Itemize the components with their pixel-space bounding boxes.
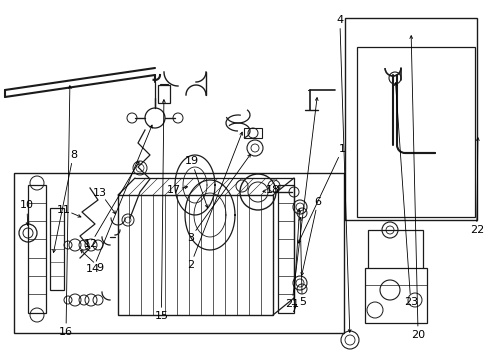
Text: 9: 9 bbox=[97, 263, 103, 273]
Bar bbox=[364, 268, 426, 323]
Text: 6: 6 bbox=[314, 197, 321, 207]
Text: 3: 3 bbox=[187, 233, 194, 243]
Bar bbox=[367, 230, 422, 270]
Bar bbox=[158, 85, 170, 103]
Text: 8: 8 bbox=[70, 150, 77, 160]
Bar bbox=[50, 208, 64, 290]
Bar bbox=[244, 128, 262, 138]
Text: 4: 4 bbox=[336, 15, 343, 25]
Text: 20: 20 bbox=[410, 330, 424, 340]
Text: 15: 15 bbox=[154, 311, 168, 321]
Text: 7: 7 bbox=[289, 304, 296, 314]
Text: 19: 19 bbox=[184, 156, 198, 166]
Bar bbox=[28, 185, 46, 313]
Bar bbox=[14, 173, 343, 333]
Text: 18: 18 bbox=[265, 185, 279, 195]
Text: 14: 14 bbox=[86, 264, 100, 274]
Bar bbox=[278, 185, 293, 313]
Text: 12: 12 bbox=[83, 239, 97, 249]
Text: 22: 22 bbox=[468, 225, 483, 235]
Bar bbox=[345, 18, 476, 220]
Text: 16: 16 bbox=[59, 327, 73, 337]
Text: 13: 13 bbox=[93, 188, 107, 198]
Text: 2: 2 bbox=[187, 260, 194, 270]
Text: 10: 10 bbox=[20, 200, 34, 210]
Text: 17: 17 bbox=[166, 185, 180, 195]
Text: 21: 21 bbox=[285, 299, 298, 309]
Text: 1: 1 bbox=[338, 144, 345, 154]
Text: 11: 11 bbox=[57, 204, 70, 215]
Text: 23: 23 bbox=[403, 297, 417, 307]
Bar bbox=[356, 47, 474, 217]
Text: 5: 5 bbox=[298, 297, 305, 307]
Bar bbox=[118, 195, 272, 315]
